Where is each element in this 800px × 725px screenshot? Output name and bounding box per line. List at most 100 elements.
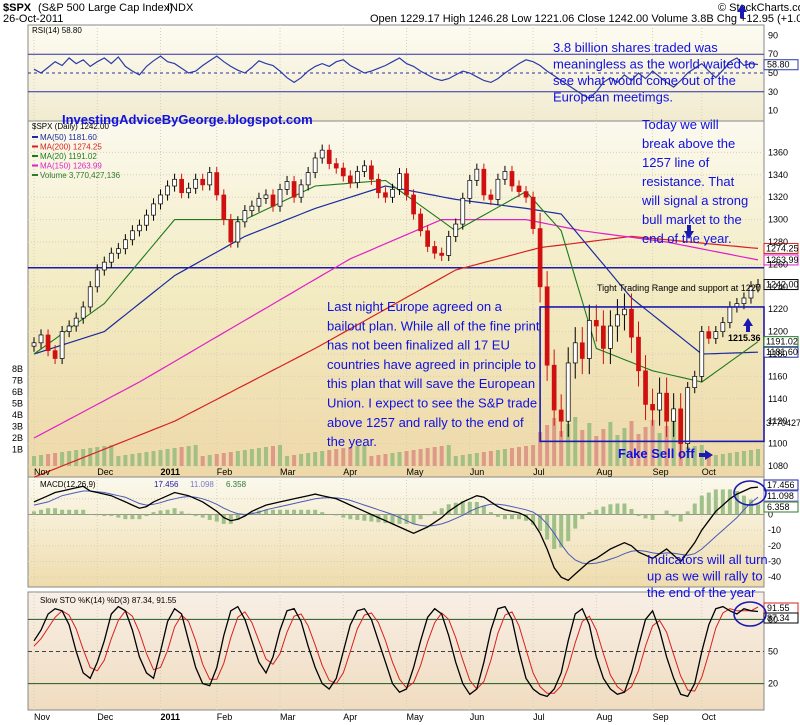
macd-histogram-bar — [53, 508, 58, 515]
volume-bar — [446, 445, 451, 466]
price-value-box — [763, 254, 799, 266]
month-label-bottom: Mar — [280, 712, 296, 722]
price-tick: 1180 — [768, 349, 787, 359]
candle-body — [755, 284, 761, 288]
price-tick: 1340 — [768, 170, 788, 180]
month-label-top: Aug — [596, 467, 612, 477]
volume-bar — [53, 453, 58, 466]
macd-histogram-bar — [355, 514, 360, 520]
price-title: $SPX (Daily) 1242.00 — [32, 122, 109, 131]
macd-histogram-bar — [116, 514, 121, 518]
macd-histogram-bar — [411, 514, 416, 524]
macd-histogram-bar — [320, 512, 325, 515]
macd-histogram-bar — [348, 514, 353, 520]
candle-body — [214, 172, 220, 196]
breakout-line: 1257 line of — [642, 155, 710, 170]
macd-tick: -30 — [768, 556, 781, 566]
candle-body — [565, 362, 571, 422]
candle-body — [284, 181, 290, 190]
macd-value-box — [763, 479, 799, 491]
macd-histogram-bar — [756, 504, 760, 515]
legend-entry: MA(20) 1191.02 — [40, 152, 97, 161]
macd-histogram-bar — [734, 490, 739, 515]
chart-header: $SPX (S&P 500 Large Cap Index) INDX 26-O… — [3, 2, 800, 25]
macd-value-box — [763, 490, 799, 502]
legend-entry: MA(200) 1274.25 — [40, 143, 102, 152]
volume-bar — [566, 424, 571, 466]
macd-histogram-bar — [601, 506, 606, 515]
volume-bar — [418, 449, 423, 466]
candle-body — [52, 350, 58, 359]
candle-body — [713, 331, 719, 339]
candle-body — [586, 320, 592, 359]
macd-histogram-bar — [671, 514, 676, 517]
macd-histogram-bar — [306, 509, 311, 515]
macd-histogram-bar — [81, 509, 86, 515]
macd-value-right: 11.098 — [767, 491, 794, 501]
indicators-line: up as we will rally to — [647, 569, 763, 584]
volume-bar — [95, 447, 100, 466]
macd-histogram-bar — [664, 510, 669, 515]
macd-histogram-bar — [137, 514, 142, 520]
volume-bar — [116, 456, 121, 466]
volume-bar — [263, 447, 268, 466]
indicators-line: the end of the year — [647, 585, 756, 600]
volume-value-label: 3770427 — [766, 418, 800, 428]
candle-body — [165, 185, 170, 196]
candle-body — [80, 306, 86, 319]
volume-bar — [495, 450, 500, 466]
candle-body — [523, 191, 529, 198]
candle-body — [31, 342, 37, 347]
macd-histogram-bar — [186, 513, 191, 515]
europe-line: this plan that will save the European — [327, 376, 535, 391]
volume-bar — [460, 455, 465, 466]
price-tick: 1260 — [768, 259, 788, 269]
candle-body — [263, 194, 269, 199]
macd-histogram-bar — [102, 514, 107, 517]
breakout-line: resistance. That — [642, 174, 735, 189]
macd-histogram-bar — [334, 514, 339, 516]
macd-histogram-bar — [706, 492, 711, 515]
candle-body — [481, 168, 487, 196]
candle-body — [87, 286, 93, 308]
candle-body — [312, 157, 318, 173]
candle-body — [629, 308, 634, 338]
top_right-line: meaningless as the world waited to — [553, 57, 755, 72]
candle-body — [108, 252, 114, 263]
volume-bar — [362, 445, 367, 466]
price-tick: 1300 — [768, 215, 788, 225]
macd-histogram-bar — [425, 514, 430, 516]
macd-histogram-bar — [531, 514, 536, 525]
macd-histogram-bar — [235, 514, 240, 520]
volume-bar — [692, 446, 697, 466]
volume-bar — [74, 450, 79, 466]
macd-tick: 0 — [768, 509, 773, 519]
trading-range-box — [539, 306, 765, 443]
volume-bar — [235, 451, 240, 466]
volume-bar — [538, 432, 543, 466]
candle-body — [699, 331, 705, 377]
macd-value: 11.098 — [190, 480, 214, 489]
sto-value-box — [763, 612, 799, 624]
price-tick: 1280 — [768, 237, 788, 247]
macd-histogram-bar — [615, 503, 620, 515]
candle-body — [291, 181, 297, 198]
candle-body — [453, 223, 459, 237]
macd-histogram-bar — [165, 509, 170, 515]
volume-bar — [580, 430, 585, 466]
volume-bar — [278, 445, 283, 466]
volume-bar — [313, 452, 318, 466]
volume-bar — [299, 454, 304, 466]
volume-bar — [432, 447, 437, 466]
macd-histogram-bar — [685, 511, 690, 515]
candle-body — [256, 197, 262, 207]
month-label-top: Nov — [34, 467, 51, 477]
price-value-label: 1181.60 — [766, 347, 798, 357]
candle-body — [305, 172, 311, 186]
breakout-line: will signal a strong — [641, 193, 748, 208]
macd-histogram-bar — [158, 510, 163, 515]
candle-body — [354, 171, 360, 183]
sto-highlight-circle — [733, 601, 767, 627]
volume-bar — [474, 453, 479, 466]
